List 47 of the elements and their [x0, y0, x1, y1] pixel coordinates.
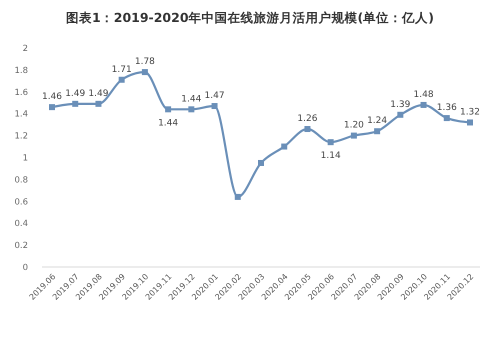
y-tick-label: 0.4 — [14, 219, 28, 230]
point — [142, 69, 148, 76]
data-label: 1.44 — [181, 94, 202, 104]
data-label: 1.78 — [134, 57, 156, 68]
point — [212, 103, 218, 110]
data-label: 1.14 — [320, 151, 341, 162]
point — [258, 160, 264, 166]
y-tick-label: 1 — [22, 154, 28, 164]
y-tick-label: 1.6 — [14, 88, 28, 98]
point — [95, 100, 102, 107]
point — [49, 104, 55, 110]
data-label: 1.47 — [204, 91, 225, 102]
y-tick-label: 1.8 — [14, 66, 28, 76]
point — [444, 115, 450, 122]
chart-title: 图表1：2019-2020年中国在线旅游月活用户规模(单位：亿人) — [66, 10, 434, 25]
data-label: 1.32 — [460, 107, 480, 118]
y-tick-label: 0 — [22, 263, 28, 273]
point — [397, 112, 404, 118]
point — [188, 106, 194, 112]
data-label: 1.46 — [42, 92, 62, 102]
point — [118, 76, 125, 83]
point — [328, 139, 334, 146]
point — [165, 106, 172, 112]
y-tick-label: 0.8 — [14, 175, 28, 186]
data-label: 1.26 — [297, 114, 318, 124]
point — [350, 132, 357, 139]
data-label: 1.71 — [112, 64, 132, 75]
point — [234, 194, 241, 200]
point — [72, 100, 78, 107]
data-label: 1.36 — [436, 103, 458, 114]
point — [374, 128, 380, 134]
data-label: 1.49 — [88, 88, 109, 99]
y-tick-label: 2 — [22, 44, 28, 54]
data-label: 1.48 — [414, 90, 434, 100]
y-tick-label: 1.4 — [14, 110, 28, 120]
data-label: 1.44 — [158, 118, 178, 128]
point — [420, 102, 427, 108]
y-tick-label: 0.2 — [14, 241, 28, 252]
data-label: 1.49 — [65, 88, 86, 99]
y-tick-label: 0.6 — [14, 197, 28, 208]
data-label: 1.24 — [367, 116, 388, 126]
point — [281, 144, 288, 150]
point — [304, 126, 310, 132]
data-label: 1.20 — [344, 120, 364, 131]
point — [467, 119, 473, 126]
y-tick-label: 1.2 — [14, 132, 28, 142]
data-label: 1.39 — [390, 100, 411, 110]
